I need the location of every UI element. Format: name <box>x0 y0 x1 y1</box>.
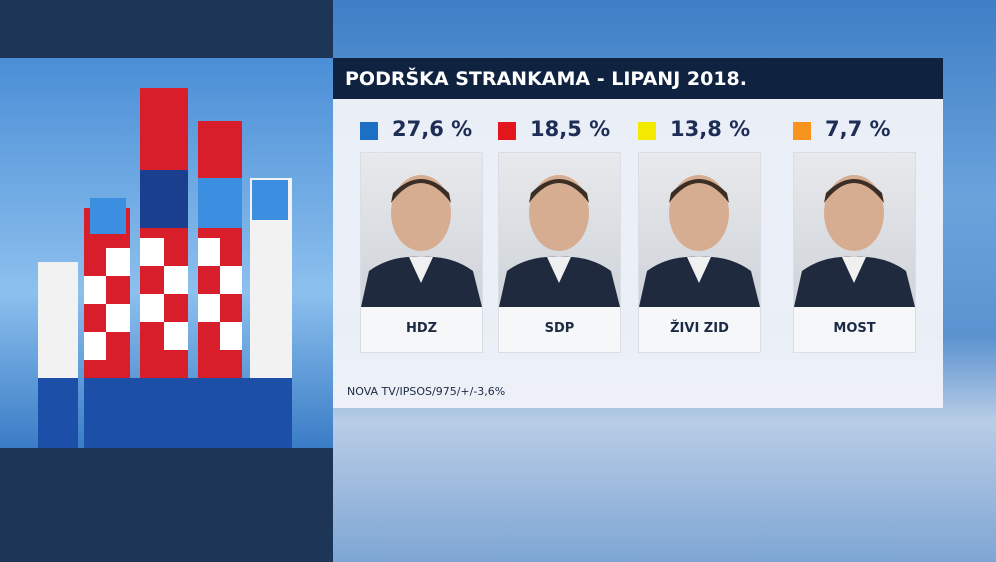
party-name: ŽIVI ZID <box>670 321 729 336</box>
leader-photo <box>639 153 760 307</box>
percentage: 7,7 % <box>825 117 891 141</box>
panel: NOVA TV/IPSOS/975/+/-3,6% 27,6 % HDZ 18,5 … <box>333 99 943 408</box>
color-swatch <box>360 122 378 140</box>
percentage: 27,6 % <box>392 117 473 141</box>
flag-graphic <box>38 88 292 448</box>
portrait <box>794 175 915 307</box>
portrait <box>361 175 482 307</box>
leader-photo <box>794 153 915 307</box>
color-swatch <box>793 122 811 140</box>
portrait <box>499 175 620 307</box>
party-card: HDZ <box>360 152 483 353</box>
leader-photo <box>361 153 482 307</box>
portrait <box>639 175 760 307</box>
party-card: MOST <box>793 152 916 353</box>
party-name: HDZ <box>405 321 438 336</box>
source: NOVA TV/IPSOS/975/+/-3,6% <box>347 385 506 398</box>
leader-photo <box>499 153 620 307</box>
color-swatch <box>498 122 516 140</box>
party-name: SDP <box>544 321 575 336</box>
party-card: ŽIVI ZID <box>638 152 761 353</box>
percentage: 18,5 % <box>530 117 611 141</box>
title: PODRŠKA STRANKAMA - LIPANJ 2018. <box>345 68 747 90</box>
header-bar: PODRŠKA STRANKAMA - LIPANJ 2018. <box>333 58 943 99</box>
color-swatch <box>638 122 656 140</box>
party-name: MOST <box>833 321 876 336</box>
flag-band <box>0 58 333 448</box>
percentage: 13,8 % <box>670 117 751 141</box>
party-card: SDP <box>498 152 621 353</box>
